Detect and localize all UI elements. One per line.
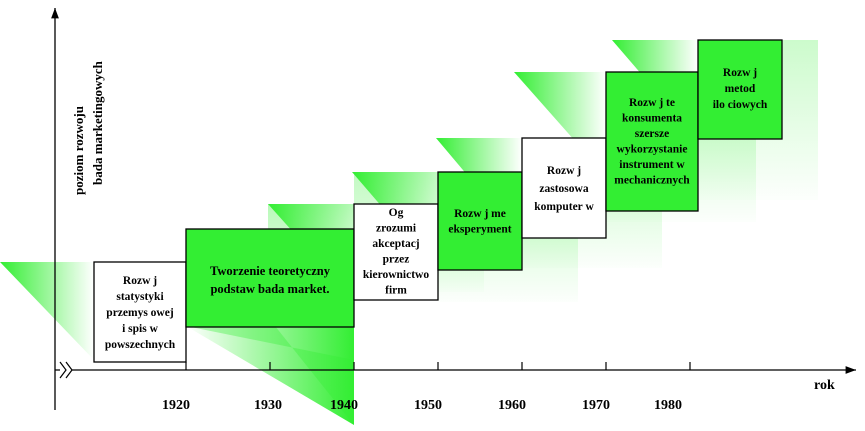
year-label: 1920 xyxy=(162,398,190,413)
stage-5-text-line: zastosowa xyxy=(539,183,588,195)
stage-4-text-line: Rozw j me xyxy=(454,208,506,220)
year-labels: 1920 1930 1940 1950 1960 1970 1980 xyxy=(162,398,682,413)
stage-5-text-line: komputer w xyxy=(534,201,594,213)
year-label: 1980 xyxy=(654,398,682,413)
wedge-1 xyxy=(0,262,94,360)
y-axis-label-line1: poziom rozwoju xyxy=(71,106,86,195)
stage-3-text-line: firm xyxy=(385,285,407,297)
wedge-2b xyxy=(186,326,354,425)
stage-1-text-line: przemys owej xyxy=(106,307,174,319)
stage-box-5 xyxy=(521,137,607,239)
x-axis-ticks xyxy=(185,362,691,370)
stage-labels: Rozw j statystyki przemys owej i spis w pows… xyxy=(105,67,768,351)
year-label: 1930 xyxy=(254,398,282,413)
axes xyxy=(51,7,856,410)
stage-6-text-line: konsumenta xyxy=(622,113,682,125)
stage-4-text-line: eksperyment xyxy=(448,224,511,236)
stage-box-4 xyxy=(437,171,523,271)
wedge-2 xyxy=(186,326,354,425)
stage-box-1 xyxy=(93,261,187,363)
year-label: 1950 xyxy=(414,398,442,413)
stage-1-text-line: Rozw j xyxy=(123,275,157,287)
stage-6-text-line: wykorzystanie xyxy=(617,144,688,156)
stage-1-text-line: i spis w xyxy=(122,323,158,335)
stage-box-6 xyxy=(605,71,699,212)
stage-7-text-line: metod xyxy=(725,83,756,95)
stage-6-text-line: Rozw j te xyxy=(629,97,675,109)
stage-box-7 xyxy=(697,39,783,140)
stage-6-text-line: mechanicznych xyxy=(614,175,690,187)
year-label: 1970 xyxy=(582,398,610,413)
stage-5-text-line: Rozw j xyxy=(547,165,581,177)
stage-1-text-line: powszechnych xyxy=(105,339,176,351)
axis-break-icon xyxy=(59,361,73,379)
stage-3-text-line: akceptacj xyxy=(372,238,419,250)
y-axis-label-line2: bada marketingowych xyxy=(90,60,105,185)
stage-2-text-line: Tworzenie teoretyczny xyxy=(210,264,331,278)
stage-7-text-line: ilo ciowych xyxy=(713,99,768,111)
stage-6-text-line: instrument w xyxy=(619,159,685,171)
stage-6-text-line: szersze xyxy=(635,128,669,140)
stage-1-text-line: statystyki xyxy=(116,291,164,303)
stage-box-3 xyxy=(353,203,439,301)
stage-3-text-line: zrozumi xyxy=(376,223,417,235)
x-axis-label: rok xyxy=(814,378,835,393)
stage-boxes xyxy=(93,39,783,363)
stage-3-text-line: przez xyxy=(383,254,410,266)
stage-2-text-line: podstaw bada market. xyxy=(210,282,329,296)
stage-3-text-line: Og xyxy=(389,207,404,219)
stage-box-2 xyxy=(185,228,355,328)
stage-7-text-line: Rozw j xyxy=(723,67,757,79)
year-label: 1960 xyxy=(498,398,526,413)
stage-3-text-line: kierownictwo xyxy=(363,269,429,281)
year-label: 1940 xyxy=(330,398,358,413)
